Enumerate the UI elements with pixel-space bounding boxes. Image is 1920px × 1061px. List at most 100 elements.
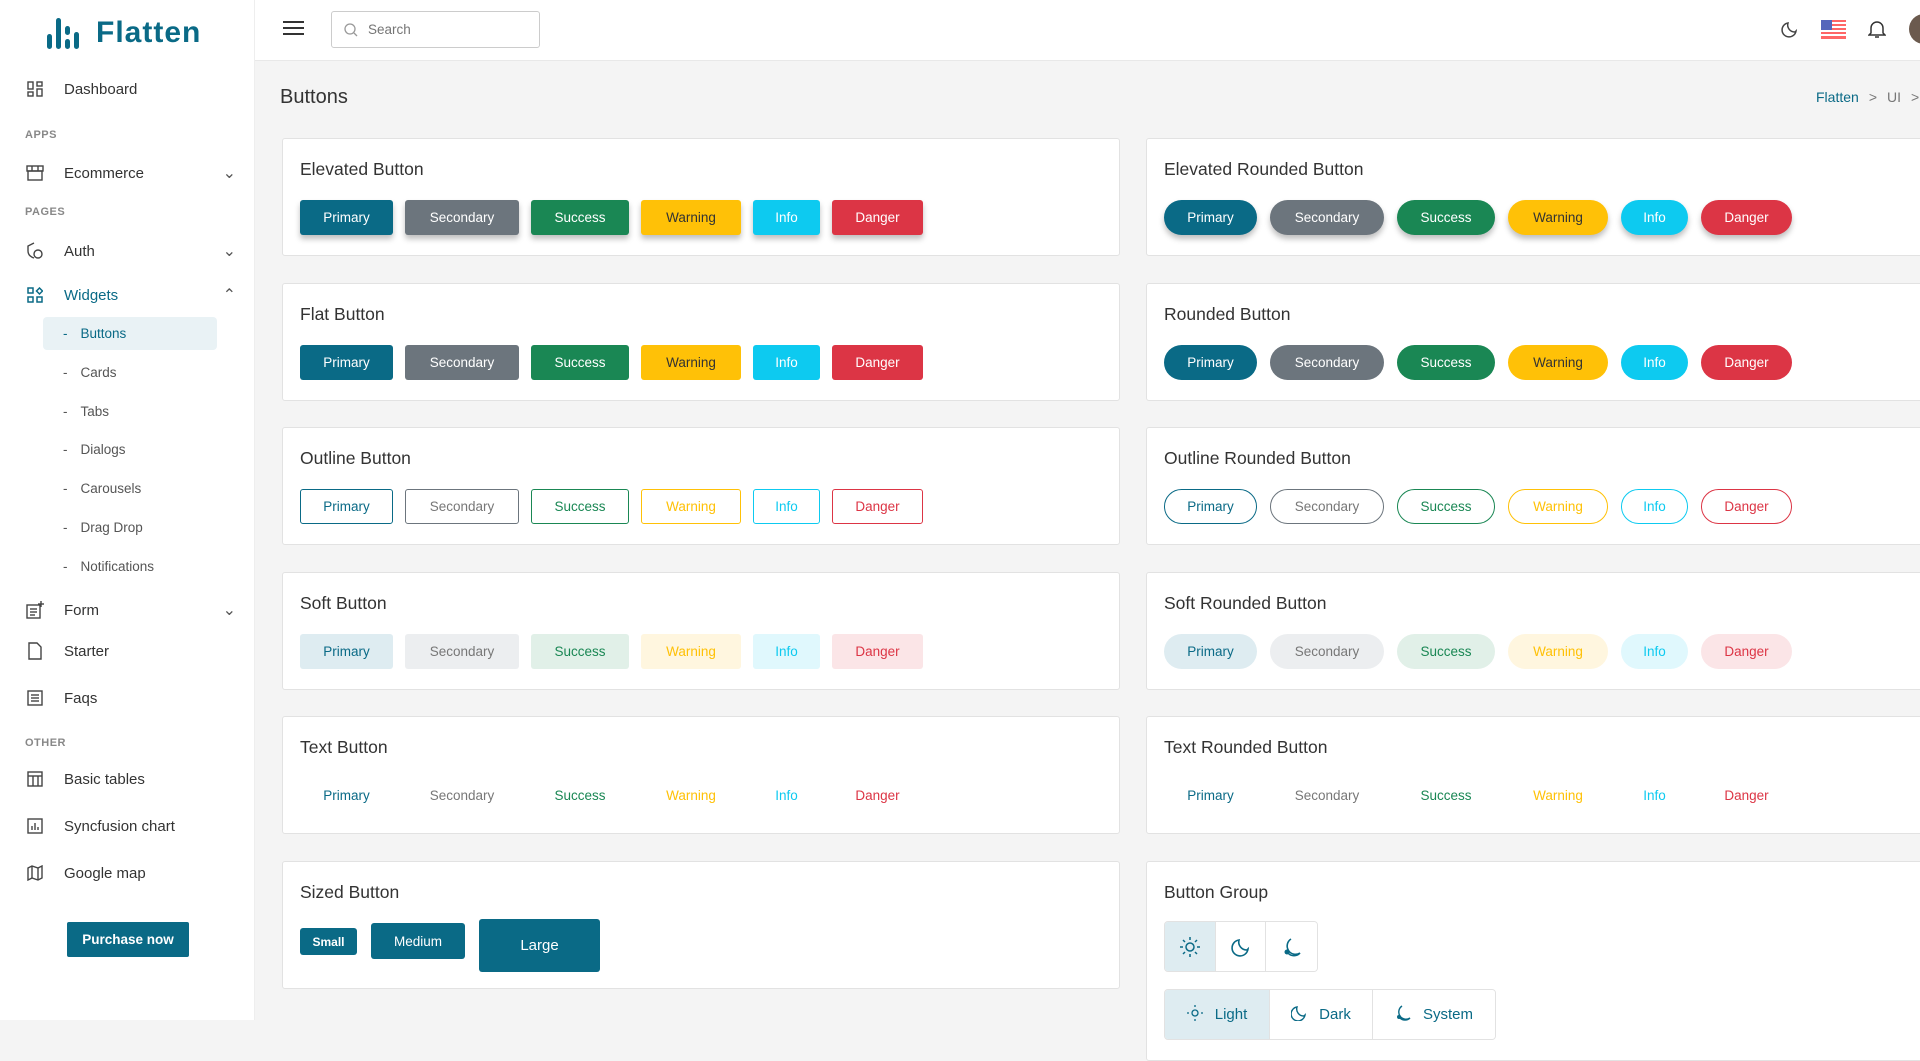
- sidebar-item-faqs[interactable]: Faqs: [26, 683, 236, 713]
- primary-button[interactable]: Primary: [300, 345, 393, 380]
- info-button[interactable]: Info: [753, 489, 820, 524]
- primary-button[interactable]: Primary: [1164, 345, 1257, 380]
- sidebar-subitem-notifications[interactable]: - Notifications: [43, 550, 217, 583]
- sidebar-subitem-cards[interactable]: - Cards: [43, 356, 217, 389]
- danger-button[interactable]: Danger: [1701, 200, 1792, 235]
- secondary-button[interactable]: Secondary: [1270, 200, 1384, 235]
- success-button[interactable]: Success: [1397, 634, 1495, 669]
- sidebar-item-widgets[interactable]: Widgets ⌃: [26, 280, 236, 310]
- chevron-down-icon[interactable]: ⌄: [222, 243, 236, 260]
- secondary-button[interactable]: Secondary: [405, 778, 519, 813]
- sidebar-item-google-map[interactable]: Google map: [26, 858, 236, 888]
- primary-button[interactable]: Primary: [1164, 634, 1257, 669]
- primary-button[interactable]: Primary: [300, 634, 393, 669]
- primary-button[interactable]: Primary: [1164, 200, 1257, 235]
- danger-button[interactable]: Danger: [832, 634, 923, 669]
- system-button[interactable]: System: [1373, 990, 1495, 1039]
- secondary-button[interactable]: Secondary: [1270, 778, 1384, 813]
- sun-button[interactable]: [1165, 922, 1216, 971]
- success-button[interactable]: Success: [531, 345, 629, 380]
- info-button[interactable]: Info: [753, 345, 820, 380]
- small-button[interactable]: Small: [300, 928, 357, 955]
- secondary-button[interactable]: Secondary: [405, 489, 519, 524]
- sidebar-item-syncfusion-chart[interactable]: Syncfusion chart: [26, 811, 236, 841]
- sidebar-subitem-drag-drop[interactable]: - Drag Drop: [43, 511, 217, 544]
- avatar[interactable]: [1909, 14, 1920, 44]
- sidebar-subitem-buttons[interactable]: - Buttons: [43, 317, 217, 350]
- danger-button[interactable]: Danger: [832, 345, 923, 380]
- info-button[interactable]: Info: [753, 200, 820, 235]
- sidebar-item-auth[interactable]: Auth ⌄: [26, 236, 236, 266]
- info-button[interactable]: Info: [753, 634, 820, 669]
- danger-button[interactable]: Danger: [1701, 634, 1792, 669]
- primary-button[interactable]: Primary: [300, 200, 393, 235]
- secondary-button[interactable]: Secondary: [1270, 345, 1384, 380]
- moon-icon[interactable]: [1781, 20, 1799, 43]
- sidebar-item-ecommerce[interactable]: Ecommerce ⌄: [26, 158, 236, 188]
- secondary-button[interactable]: Secondary: [405, 200, 519, 235]
- warning-button[interactable]: Warning: [641, 778, 741, 813]
- danger-button[interactable]: Danger: [1701, 489, 1792, 524]
- success-button[interactable]: Success: [531, 489, 629, 524]
- success-button[interactable]: Success: [1397, 489, 1495, 524]
- chevron-down-icon[interactable]: ⌄: [222, 165, 236, 182]
- warning-button[interactable]: Warning: [1508, 489, 1608, 524]
- warning-button[interactable]: Warning: [641, 489, 741, 524]
- sidebar-item-form[interactable]: Form ⌄: [26, 595, 236, 625]
- warning-button[interactable]: Warning: [641, 200, 741, 235]
- info-button[interactable]: Info: [1621, 489, 1688, 524]
- sidebar-subitem-carousels[interactable]: - Carousels: [43, 472, 217, 505]
- search-input[interactable]: [368, 22, 518, 37]
- secondary-button[interactable]: Secondary: [1270, 489, 1384, 524]
- large-button[interactable]: Large: [479, 919, 600, 972]
- success-button[interactable]: Success: [1397, 778, 1495, 813]
- moon-button[interactable]: [1216, 922, 1266, 971]
- purchase-now-button[interactable]: Purchase now: [67, 922, 189, 957]
- logo[interactable]: Flatten: [46, 16, 201, 50]
- success-button[interactable]: Success: [531, 634, 629, 669]
- sidebar-subitem-dialogs[interactable]: - Dialogs: [43, 433, 217, 466]
- info-button[interactable]: Info: [1621, 634, 1688, 669]
- system-button[interactable]: [1266, 922, 1317, 971]
- warning-button[interactable]: Warning: [1508, 200, 1608, 235]
- primary-button[interactable]: Primary: [300, 778, 393, 813]
- secondary-button[interactable]: Secondary: [405, 345, 519, 380]
- primary-button[interactable]: Primary: [1164, 489, 1257, 524]
- success-button[interactable]: Success: [531, 200, 629, 235]
- chevron-down-icon[interactable]: ⌄: [222, 602, 236, 619]
- danger-button[interactable]: Danger: [1701, 345, 1792, 380]
- dark-button[interactable]: Dark: [1270, 990, 1373, 1039]
- info-button[interactable]: Info: [1621, 778, 1688, 813]
- success-button[interactable]: Success: [1397, 345, 1495, 380]
- warning-button[interactable]: Warning: [1508, 634, 1608, 669]
- info-button[interactable]: Info: [753, 778, 820, 813]
- secondary-button[interactable]: Secondary: [1270, 634, 1384, 669]
- info-button[interactable]: Info: [1621, 200, 1688, 235]
- sidebar-item-starter[interactable]: Starter: [26, 636, 236, 666]
- medium-button[interactable]: Medium: [371, 923, 465, 959]
- danger-button[interactable]: Danger: [1701, 778, 1792, 813]
- success-button[interactable]: Success: [531, 778, 629, 813]
- primary-button[interactable]: Primary: [1164, 778, 1257, 813]
- danger-button[interactable]: Danger: [832, 489, 923, 524]
- sidebar-item-basic-tables[interactable]: Basic tables: [26, 764, 236, 794]
- success-button[interactable]: Success: [1397, 200, 1495, 235]
- secondary-button[interactable]: Secondary: [405, 634, 519, 669]
- sidebar-item-dashboard[interactable]: Dashboard: [26, 74, 236, 104]
- bell-icon[interactable]: [1867, 19, 1887, 44]
- primary-button[interactable]: Primary: [300, 489, 393, 524]
- danger-button[interactable]: Danger: [832, 200, 923, 235]
- sidebar-subitem-tabs[interactable]: - Tabs: [43, 395, 217, 428]
- light-button[interactable]: Light: [1165, 990, 1270, 1039]
- search-box[interactable]: [331, 11, 540, 48]
- breadcrumb-link[interactable]: Flatten: [1816, 89, 1859, 105]
- info-button[interactable]: Info: [1621, 345, 1688, 380]
- warning-button[interactable]: Warning: [1508, 778, 1608, 813]
- us-flag-icon[interactable]: [1821, 20, 1846, 44]
- warning-button[interactable]: Warning: [1508, 345, 1608, 380]
- warning-button[interactable]: Warning: [641, 345, 741, 380]
- chevron-up-icon[interactable]: ⌃: [222, 287, 236, 304]
- menu-icon[interactable]: [283, 19, 304, 42]
- warning-button[interactable]: Warning: [641, 634, 741, 669]
- danger-button[interactable]: Danger: [832, 778, 923, 813]
